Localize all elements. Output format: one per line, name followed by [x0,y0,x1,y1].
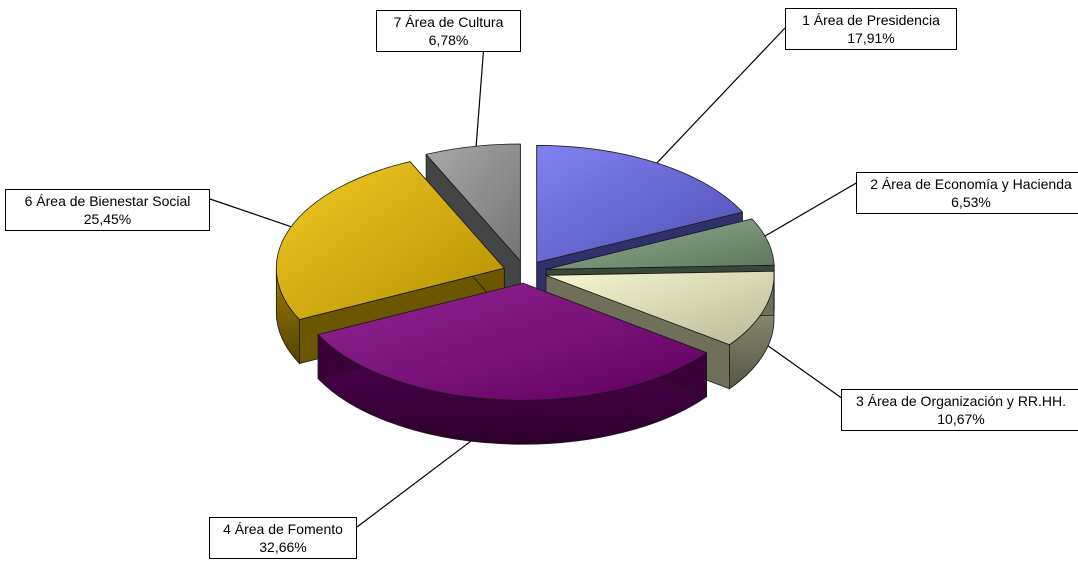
slice-label-bienestar: 6 Área de Bienestar Social 25,45% [5,189,210,231]
leader-line [474,43,485,155]
slice-label-cultura: 7 Área de Cultura 6,78% [376,10,521,52]
leader-line [751,181,859,244]
slice-value: 6,78% [428,32,469,48]
slice-name: 2 Área de Economía y Hacienda [870,176,1072,192]
pie-slice [546,218,775,270]
slice-name: 6 Área de Bienestar Social [24,193,191,209]
pie-slice [545,270,775,346]
leader-line [649,27,786,171]
pie-slice [425,143,521,263]
slice-label-fomento: 4 Área de Fomento 32,66% [209,517,357,559]
slice-name: 4 Área de Fomento [223,521,343,537]
pie-slice [536,145,744,263]
slice-label-organizacion: 3 Área de Organización y RR.HH. 10,67% [841,389,1078,431]
pie-slice [317,282,708,401]
slice-name: 3 Área de Organización y RR.HH. [855,393,1067,409]
slice-name: 1 Área de Presidencia [802,12,940,28]
slice-value: 10,67% [937,411,985,427]
slice-label-economia: 2 Área de Economía y Hacienda 6,53% [856,172,1078,214]
slice-value: 17,91% [847,30,895,46]
slice-label-presidencia: 1 Área de Presidencia 17,91% [785,8,957,50]
leader-line [209,198,305,232]
slice-value: 32,66% [259,539,307,555]
slice-value: 25,45% [83,211,132,227]
pie-slice [275,161,506,320]
slice-name: 7 Área de Cultura [393,14,504,30]
slice-value: 6,53% [951,194,991,210]
